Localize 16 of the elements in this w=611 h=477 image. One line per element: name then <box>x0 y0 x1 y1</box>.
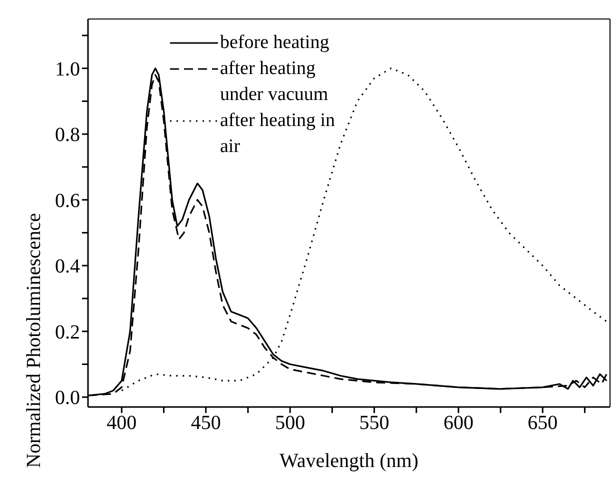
y-tick-label: 0.8 <box>55 124 80 146</box>
y-tick-label: 0.4 <box>55 256 80 278</box>
y-tick-label: 1.0 <box>55 58 80 80</box>
y-tick-label: 0.0 <box>55 387 80 410</box>
legend-label: after heating in air <box>220 109 336 159</box>
x-tick-label: 400 <box>106 412 137 434</box>
y-tick-label: 0.6 <box>55 190 80 212</box>
x-tick-label: 600 <box>443 412 474 434</box>
x-tick-label: 500 <box>275 412 306 434</box>
y-axis-title: Normalized Photoluminescence <box>23 212 46 468</box>
x-tick-label: 550 <box>359 412 390 434</box>
legend-label: before heating <box>220 31 330 55</box>
y-tick-label: 0.2 <box>55 321 80 344</box>
x-tick-label: 650 <box>528 412 558 434</box>
x-axis-title: Wavelength (nm) <box>280 450 418 472</box>
x-tick-label: 450 <box>190 412 221 434</box>
